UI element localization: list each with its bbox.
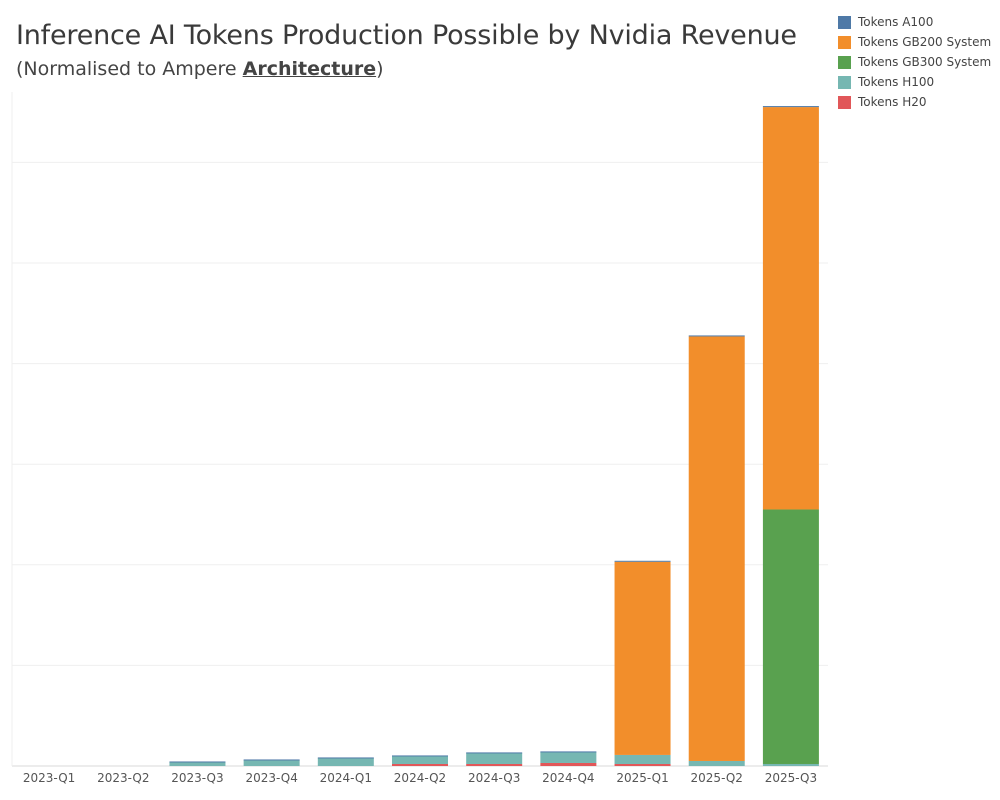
x-tick-label: 2023-Q1 <box>23 771 75 785</box>
bar-segment-tokens-h20-2024-q2[interactable] <box>392 763 448 766</box>
bar-segment-tokens-a100-2025-q1[interactable] <box>614 560 671 562</box>
legend-item-tokens-gb300-system[interactable]: Tokens GB300 System <box>838 52 991 72</box>
chart-subtitle: (Normalised to Ampere Architecture) <box>16 58 384 80</box>
legend-swatch <box>838 75 851 89</box>
bar-segment-tokens-gb200-system-2025-q1[interactable] <box>614 561 671 755</box>
x-axis: 2023-Q1 2023-Q2 2023-Q3 2023-Q4 2024-Q1 2024-… <box>23 771 817 785</box>
bar-segment-tokens-a100-2023-q4[interactable] <box>243 759 300 761</box>
legend-label: Tokens GB200 System <box>858 35 992 49</box>
bar-segment-tokens-h100-2024-q1[interactable] <box>317 757 374 766</box>
legend-label: Tokens H100 <box>858 75 935 89</box>
legend-item-tokens-h20[interactable]: Tokens H20 <box>838 92 991 112</box>
bar-segment-tokens-h100-2025-q3[interactable] <box>762 763 819 766</box>
legend: Tokens A100 Tokens GB200 System Tokens GB3… <box>838 12 991 112</box>
legend-swatch <box>838 55 851 69</box>
bar-segment-tokens-h100-2024-q4[interactable] <box>540 751 597 763</box>
legend-item-tokens-gb200-system[interactable]: Tokens GB200 System <box>838 32 991 52</box>
x-tick-label: 2025-Q2 <box>691 771 743 785</box>
legend-label: Tokens A100 <box>858 15 934 29</box>
bar-segment-tokens-h100-2023-q3[interactable] <box>169 761 226 766</box>
bar-segment-tokens-a100-2025-q3[interactable] <box>762 106 819 108</box>
legend-swatch <box>838 35 851 49</box>
legend-item-tokens-h100[interactable]: Tokens H100 <box>838 72 991 92</box>
legend-label: Tokens GB300 System <box>858 55 992 69</box>
x-tick-label: 2024-Q1 <box>320 771 372 785</box>
bar-segment-tokens-a100-2024-q3[interactable] <box>466 752 523 754</box>
bar-segment-tokens-a100-2025-q2[interactable] <box>688 335 745 337</box>
subtitle-architecture-link[interactable]: Architecture <box>242 58 377 80</box>
gridlines <box>11 92 828 767</box>
bar-segment-tokens-a100-2024-q4[interactable] <box>540 751 597 753</box>
x-tick-label: 2025-Q3 <box>765 771 817 785</box>
bar-segment-tokens-gb200-system-2025-q3[interactable] <box>762 107 819 510</box>
legend-swatch <box>838 15 851 29</box>
bar-segment-tokens-a100-2024-q2[interactable] <box>392 755 448 757</box>
bar-segment-tokens-gb200-system-2025-q2[interactable] <box>688 336 745 761</box>
bar-segment-tokens-h100-2024-q2[interactable] <box>392 755 448 764</box>
bar-segment-tokens-h100-2024-q3[interactable] <box>466 752 523 764</box>
bar-segment-tokens-h100-2025-q1[interactable] <box>614 754 671 764</box>
subtitle-suffix: ) <box>376 58 384 80</box>
bar-segment-tokens-gb300-system-2025-q3[interactable] <box>762 509 819 764</box>
x-tick-label: 2023-Q2 <box>97 771 149 785</box>
bar-segment-tokens-a100-2024-q1[interactable] <box>317 757 374 759</box>
x-tick-label: 2023-Q3 <box>171 771 223 785</box>
bar-segment-tokens-a100-2023-q3[interactable] <box>169 761 226 763</box>
x-tick-label: 2024-Q4 <box>542 771 594 785</box>
chart-title: Inference AI Tokens Production Possible … <box>16 20 797 51</box>
bar-segment-tokens-h20-2025-q1[interactable] <box>614 763 671 766</box>
subtitle-prefix: (Normalised to Ampere <box>16 58 243 80</box>
legend-swatch <box>838 95 851 109</box>
bar-segment-tokens-h100-2025-q2[interactable] <box>688 760 745 766</box>
bar-segment-tokens-h100-2023-q4[interactable] <box>243 759 300 766</box>
bar-segment-tokens-h20-2024-q3[interactable] <box>466 763 523 766</box>
legend-item-tokens-a100[interactable]: Tokens A100 <box>838 12 991 32</box>
x-tick-label: 2024-Q2 <box>394 771 446 785</box>
bar-segment-tokens-h20-2024-q4[interactable] <box>540 762 597 766</box>
bars <box>169 106 819 766</box>
x-tick-label: 2025-Q1 <box>616 771 668 785</box>
legend-label: Tokens H20 <box>858 95 927 109</box>
x-tick-label: 2024-Q3 <box>468 771 520 785</box>
x-tick-label: 2023-Q4 <box>245 771 297 785</box>
